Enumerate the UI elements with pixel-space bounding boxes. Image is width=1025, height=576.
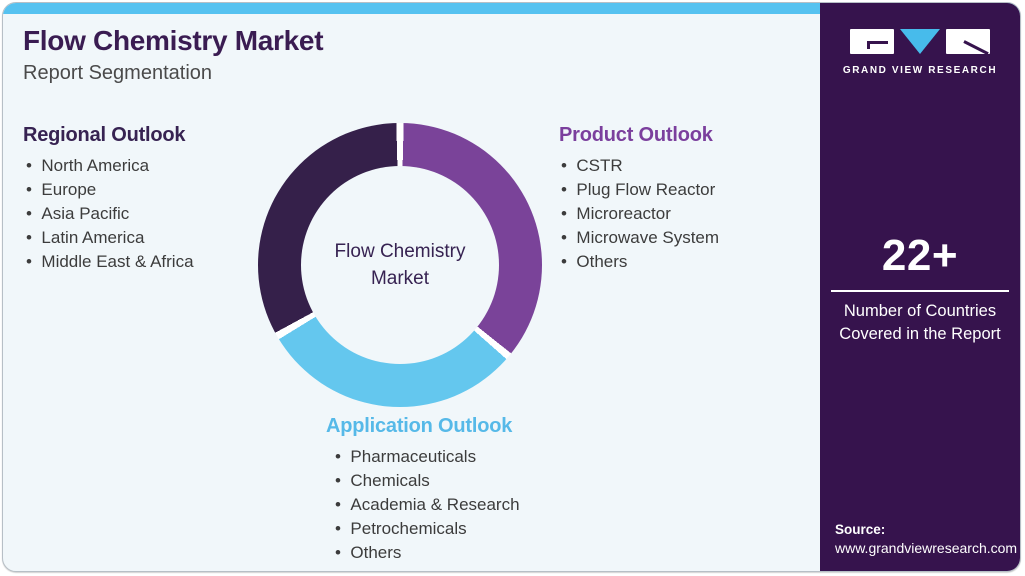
list-item: North America [26, 154, 273, 178]
brand-sidebar: GRAND VIEW RESEARCH 22+ Number of Countr… [820, 3, 1020, 571]
list-item: Middle East & Africa [26, 250, 273, 274]
list-item: CSTR [561, 154, 814, 178]
logo-g-block-icon [850, 29, 894, 54]
header: Flow Chemistry Market Report Segmentatio… [23, 25, 324, 85]
application-outlook-list: Pharmaceuticals Chemicals Academia & Res… [326, 445, 586, 565]
source-url: www.grandviewresearch.com [835, 540, 1018, 556]
list-item: Microreactor [561, 202, 814, 226]
list-item: Pharmaceuticals [335, 445, 586, 469]
page-subtitle: Report Segmentation [23, 62, 213, 84]
countries-stat-caption: Number of Countries Covered in the Repor… [839, 302, 1001, 343]
list-item: Asia Pacific [26, 202, 273, 226]
logo-r-block-icon [946, 29, 990, 56]
donut-center-label: Flow Chemistry Market [335, 238, 466, 292]
list-item: Microwave System [561, 226, 814, 250]
product-outlook-list: CSTR Plug Flow Reactor Microreactor Micr… [559, 154, 814, 274]
application-outlook-section: Application Outlook Pharmaceuticals Chem… [326, 415, 586, 565]
list-item: Europe [26, 178, 273, 202]
brand-name: GRAND VIEW RESEARCH [842, 65, 998, 76]
logo-v-triangle-icon [900, 29, 940, 54]
product-outlook-heading: Product Outlook [559, 124, 713, 146]
list-item: Plug Flow Reactor [561, 178, 814, 202]
donut-center-label-line2: Market [370, 268, 430, 289]
list-item: Academia & Research [335, 493, 586, 517]
application-outlook-heading: Application Outlook [326, 415, 513, 437]
regional-outlook-section: Regional Outlook North America Europe As… [23, 124, 273, 274]
product-outlook-section: Product Outlook CSTR Plug Flow Reactor M… [559, 124, 814, 274]
list-item: Petrochemicals [335, 517, 586, 541]
donut-center-label-line1: Flow Chemistry [334, 241, 466, 262]
gvr-logo-icon [820, 29, 1020, 56]
countries-stat: 22+ Number of Countries Covered in the R… [820, 231, 1020, 346]
page-title: Flow Chemistry Market [23, 25, 324, 56]
countries-stat-value: 22+ [881, 231, 959, 280]
stat-divider [831, 290, 1009, 292]
source-label: Source: [835, 522, 886, 537]
grand-view-research-logo: GRAND VIEW RESEARCH [820, 29, 1020, 76]
list-item: Chemicals [335, 469, 586, 493]
top-accent-bar [3, 3, 1020, 14]
donut-chart: Flow Chemistry Market [258, 123, 542, 407]
regional-outlook-heading: Regional Outlook [23, 124, 186, 146]
list-item: Others [561, 250, 814, 274]
list-item: Others [335, 541, 586, 565]
source-block: Source: www.grandviewresearch.com [835, 521, 1017, 558]
regional-outlook-list: North America Europe Asia Pacific Latin … [23, 154, 273, 274]
list-item: Latin America [26, 226, 273, 250]
